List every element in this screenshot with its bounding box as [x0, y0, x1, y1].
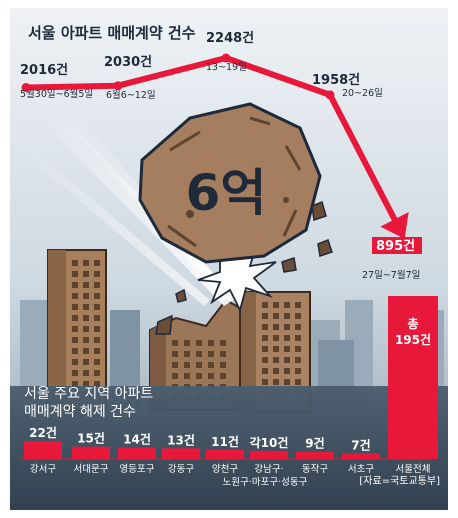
bar-total-prefix: 총 — [407, 316, 418, 331]
bar — [342, 453, 380, 459]
debris — [155, 200, 333, 335]
bar — [296, 451, 334, 459]
bar-value-label: 13건 — [167, 432, 195, 447]
rock-label: 6억 — [186, 164, 267, 222]
line-point — [221, 53, 231, 63]
bar-total-value-label: 195건 — [395, 332, 431, 347]
line-value-label: 2030건 — [104, 54, 152, 70]
line-date-label: 6월6~12일 — [106, 89, 156, 101]
bar-category-label: 영등포구 — [120, 464, 155, 475]
line-date-label: 13~19일 — [206, 62, 247, 73]
line-point — [21, 82, 31, 92]
bar-total-category-label: 서울전체 — [396, 464, 431, 475]
bar-category-label: 강동구 — [168, 464, 194, 475]
bar-category-label-line2: 노원구·마포구·성동구 — [223, 477, 308, 488]
line-value-label: 2248건 — [206, 30, 254, 46]
line-chart: 서울 아파트 매매계약 건수 2016건 5월30일~6월5일 2030건 6월6~1… — [20, 24, 422, 281]
bar-chart-title-line1: 서울 주요 지역 아파트 — [24, 386, 153, 402]
bar-value-label: 11건 — [211, 434, 239, 449]
bar — [250, 450, 288, 459]
line-date-label: 5월30일~6월5일 — [20, 88, 93, 100]
line-chart-title: 서울 아파트 매매계약 건수 — [28, 24, 196, 42]
bar-category-label: 강남구· — [254, 464, 283, 475]
line-arrow-head — [380, 212, 409, 239]
bar-value-label: 7건 — [351, 437, 370, 452]
bar-value-label: 22건 — [29, 425, 57, 440]
bar — [118, 447, 156, 459]
line-value-label: 895건 — [376, 238, 415, 254]
line-value-label: 1958건 — [312, 72, 360, 88]
bar — [162, 448, 200, 459]
bar-category-label: 양천구 — [212, 464, 238, 475]
line-value-badge — [372, 237, 422, 254]
falling-rock-illustration: 6억 — [138, 102, 322, 264]
bar-total — [388, 296, 438, 459]
bar-chart-title-line2: 매매계약 해제 건수 — [24, 404, 136, 420]
line-point — [113, 81, 123, 91]
bar-value-label: 9건 — [305, 436, 324, 451]
bar-value-label: 15건 — [77, 431, 105, 446]
bar-category-label: 강서구 — [30, 464, 56, 475]
bar — [206, 449, 244, 459]
bar — [72, 446, 110, 459]
bar-value-label: 각10건 — [250, 435, 289, 450]
bar-value-label: 14건 — [123, 432, 151, 447]
line-date-label: 20~26일 — [342, 88, 383, 99]
bar-category-label: 동작구 — [302, 464, 328, 475]
line-point — [325, 90, 335, 100]
source-note: [자료=국토교통부] — [359, 475, 440, 487]
line-value-label: 2016건 — [20, 62, 68, 78]
bar — [24, 440, 62, 459]
bar-category-label: 서초구 — [348, 464, 374, 475]
bar-category-label: 서대문구 — [74, 464, 109, 475]
line-date-label: 27일~7월7일 — [362, 269, 420, 281]
